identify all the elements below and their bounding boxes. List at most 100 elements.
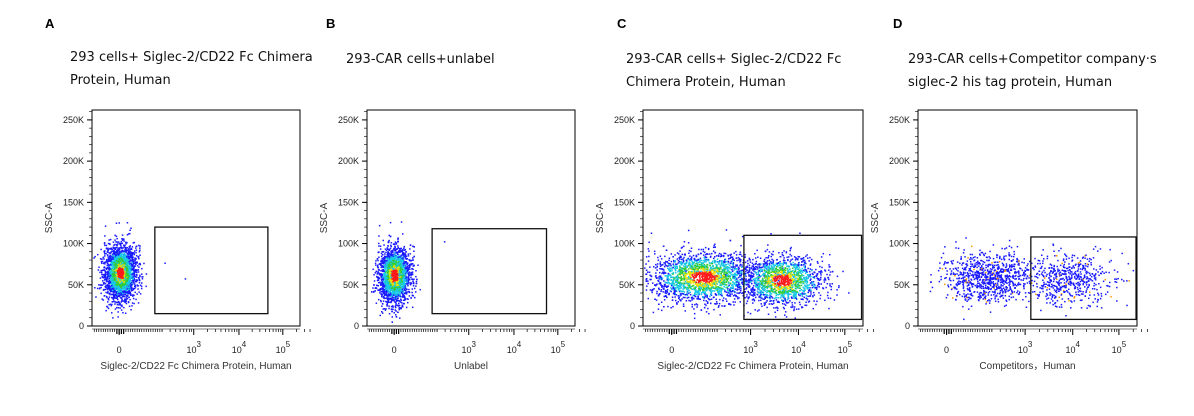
data-point — [132, 242, 135, 244]
data-point — [126, 282, 129, 285]
data-point — [388, 281, 390, 284]
data-point — [131, 264, 133, 267]
data-point — [385, 308, 387, 310]
data-point — [121, 290, 123, 292]
data-point — [118, 302, 120, 304]
data-point — [393, 270, 396, 272]
data-point — [407, 280, 410, 283]
data-point — [375, 260, 377, 262]
data-point — [124, 262, 127, 265]
data-point — [410, 263, 412, 265]
data-point — [121, 272, 124, 275]
data-point — [115, 285, 117, 287]
data-point — [133, 278, 135, 280]
data-point — [117, 247, 119, 249]
data-point — [138, 263, 140, 265]
data-point — [121, 305, 123, 308]
data-point — [384, 271, 386, 274]
data-point — [101, 284, 104, 286]
data-point — [115, 266, 118, 269]
data-point — [122, 291, 124, 294]
data-point — [395, 289, 398, 292]
data-point — [122, 290, 124, 292]
data-point — [388, 270, 391, 272]
data-point — [101, 258, 103, 260]
data-point — [102, 288, 105, 291]
data-point — [132, 258, 134, 260]
data-point — [398, 271, 400, 273]
data-point — [117, 307, 120, 309]
data-point — [110, 286, 112, 289]
data-point — [110, 265, 113, 267]
x-tick-label: 103 — [187, 340, 202, 355]
data-point — [103, 269, 105, 271]
data-point — [120, 301, 122, 303]
data-point — [120, 271, 122, 273]
data-point — [381, 273, 383, 276]
data-point — [391, 305, 394, 308]
data-point — [106, 276, 109, 278]
data-point — [411, 268, 413, 270]
data-point — [139, 284, 142, 286]
data-point — [396, 268, 398, 271]
data-point — [386, 281, 389, 284]
data-point — [116, 297, 118, 300]
data-point — [393, 312, 395, 314]
data-point — [121, 286, 124, 289]
data-point — [120, 253, 122, 255]
data-point — [136, 293, 138, 295]
data-point — [385, 300, 387, 303]
data-point — [112, 262, 114, 265]
data-point — [116, 251, 118, 254]
data-point — [404, 279, 406, 282]
data-point — [134, 279, 136, 281]
data-point — [125, 302, 128, 305]
data-point — [118, 300, 120, 303]
data-point — [108, 280, 111, 282]
data-point — [126, 279, 129, 281]
data-point — [113, 287, 115, 290]
data-point — [135, 258, 137, 260]
data-point — [391, 296, 394, 299]
data-point — [124, 247, 127, 249]
data-point — [114, 258, 117, 261]
data-point — [115, 246, 118, 249]
data-point — [116, 269, 119, 272]
data-point — [393, 282, 395, 285]
data-point — [123, 255, 125, 258]
data-point — [115, 261, 117, 264]
data-point — [138, 251, 141, 253]
data-points — [371, 221, 446, 323]
data-point — [123, 264, 125, 266]
data-point — [376, 273, 379, 275]
data-point — [125, 298, 127, 301]
data-point — [392, 251, 394, 253]
data-point — [104, 261, 106, 264]
data-point — [111, 289, 114, 292]
data-point — [128, 286, 131, 288]
data-point — [108, 271, 111, 273]
data-point — [122, 283, 125, 285]
data-point — [125, 297, 128, 299]
data-point — [114, 263, 117, 265]
data-point — [124, 312, 127, 314]
data-point — [120, 254, 122, 257]
data-point — [99, 258, 102, 260]
data-point — [115, 222, 118, 224]
data-point — [381, 269, 383, 272]
data-point — [377, 277, 379, 279]
data-point — [111, 303, 113, 306]
data-point — [122, 256, 124, 259]
data-point — [122, 276, 124, 279]
data-point — [391, 287, 393, 289]
data-point — [104, 285, 106, 288]
data-point — [109, 293, 111, 296]
data-point — [407, 272, 410, 275]
data-point — [129, 250, 131, 252]
data-point — [398, 308, 400, 311]
data-point — [409, 263, 411, 266]
data-point — [104, 235, 106, 237]
data-point — [133, 274, 136, 277]
data-point — [118, 247, 121, 250]
data-point — [112, 300, 114, 303]
